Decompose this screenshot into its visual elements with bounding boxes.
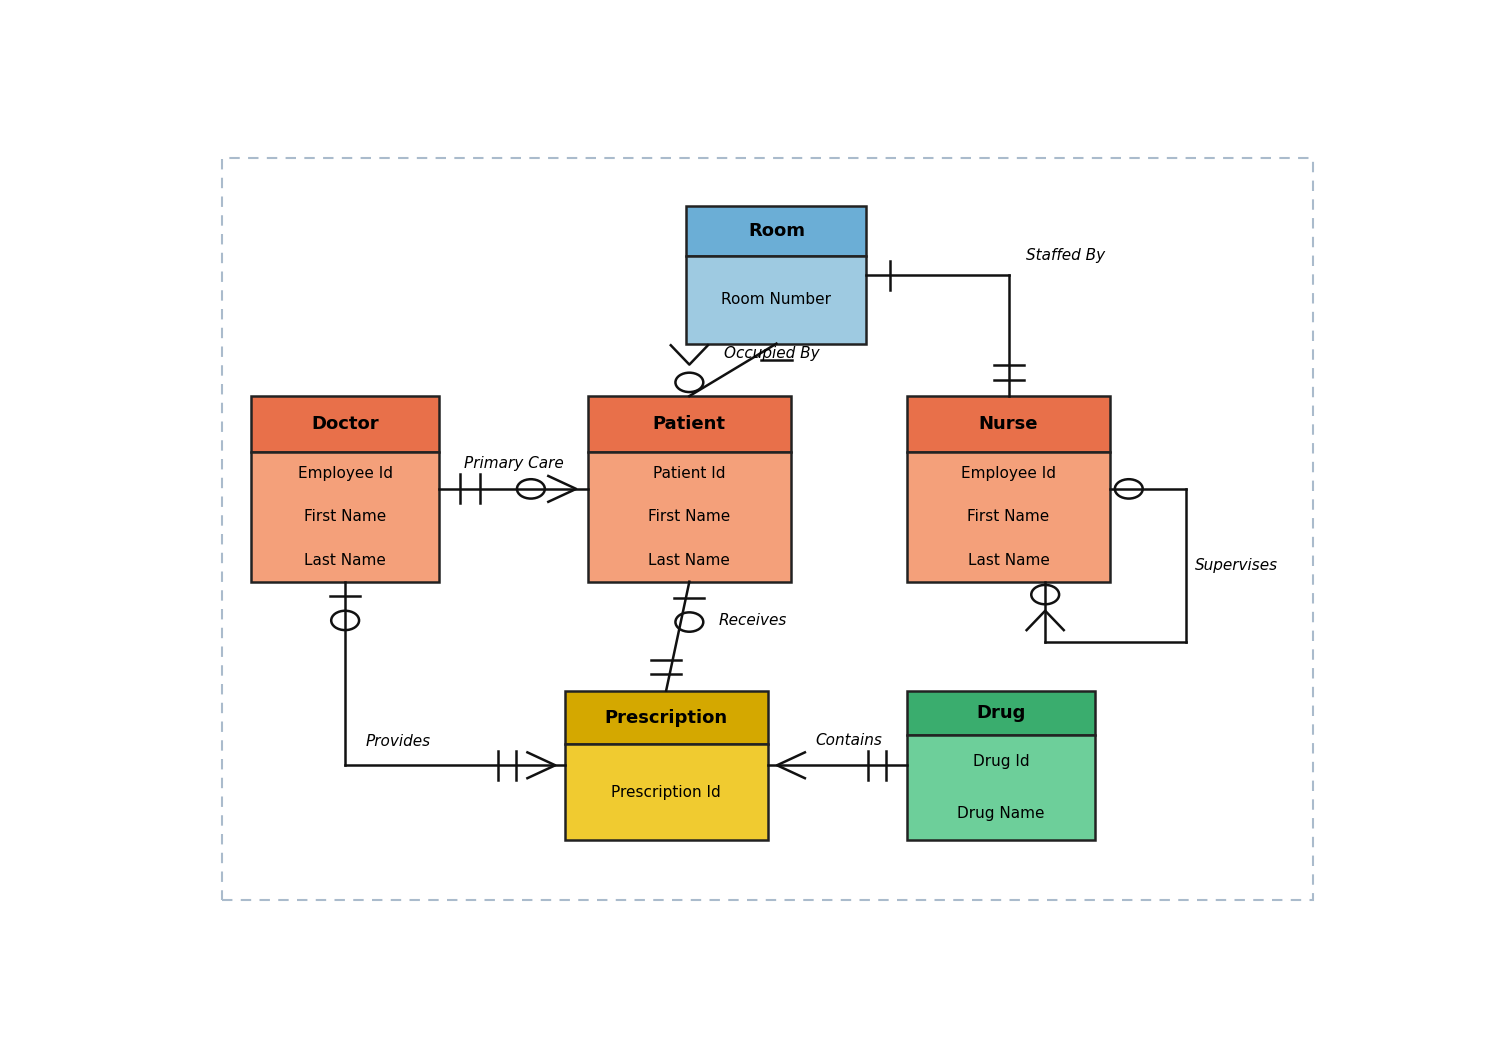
- FancyBboxPatch shape: [565, 691, 767, 744]
- Text: Employee Id: Employee Id: [962, 466, 1056, 481]
- Text: Patient Id: Patient Id: [653, 466, 725, 481]
- Text: Drug: Drug: [977, 704, 1026, 722]
- Text: First Name: First Name: [968, 509, 1050, 524]
- Text: Supervises: Supervises: [1195, 558, 1278, 573]
- Text: Room: Room: [748, 222, 804, 240]
- FancyBboxPatch shape: [686, 206, 866, 256]
- Text: Employee Id: Employee Id: [298, 466, 392, 481]
- Text: Provides: Provides: [366, 735, 431, 749]
- Text: Drug Name: Drug Name: [957, 806, 1044, 822]
- Text: First Name: First Name: [304, 509, 386, 524]
- Text: First Name: First Name: [649, 509, 731, 524]
- FancyBboxPatch shape: [587, 452, 791, 582]
- Text: Last Name: Last Name: [304, 552, 386, 568]
- Text: Prescription: Prescription: [605, 708, 728, 726]
- FancyBboxPatch shape: [906, 691, 1095, 736]
- FancyBboxPatch shape: [906, 452, 1110, 582]
- Text: Occupied By: Occupied By: [724, 346, 819, 362]
- FancyBboxPatch shape: [252, 452, 439, 582]
- Text: Primary Care: Primary Care: [463, 456, 563, 472]
- Text: Last Name: Last Name: [968, 552, 1050, 568]
- Text: Drug Id: Drug Id: [972, 755, 1029, 769]
- FancyBboxPatch shape: [565, 744, 767, 839]
- Text: Prescription Id: Prescription Id: [611, 785, 721, 800]
- FancyBboxPatch shape: [252, 396, 439, 452]
- FancyBboxPatch shape: [906, 736, 1095, 839]
- Text: Room Number: Room Number: [722, 292, 831, 307]
- Text: Last Name: Last Name: [649, 552, 731, 568]
- FancyBboxPatch shape: [686, 256, 866, 344]
- Text: Patient: Patient: [653, 415, 727, 433]
- Text: Staffed By: Staffed By: [1026, 248, 1106, 263]
- Text: Nurse: Nurse: [978, 415, 1038, 433]
- Text: Receives: Receives: [719, 612, 786, 628]
- Text: Contains: Contains: [815, 733, 882, 747]
- FancyBboxPatch shape: [906, 396, 1110, 452]
- Text: Doctor: Doctor: [312, 415, 379, 433]
- FancyBboxPatch shape: [587, 396, 791, 452]
